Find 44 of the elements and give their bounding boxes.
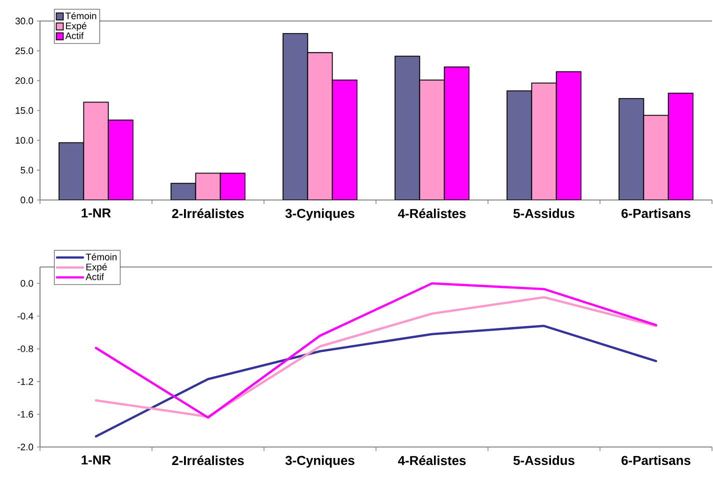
legend-label: Expé	[66, 22, 86, 32]
y-tick-label: 25.0	[16, 47, 34, 54]
line-series	[94, 324, 658, 438]
bar	[58, 142, 84, 200]
y-tick-label: 0.0	[20, 280, 34, 287]
x-tick-label: 6-Partisans	[622, 208, 690, 218]
x-tick-label: 2-Irréalistes	[172, 456, 244, 466]
x-tick-label: 3-Cyniques	[285, 456, 354, 468]
bar	[220, 172, 246, 200]
bar	[618, 98, 644, 200]
y-tick-label: 10.0	[16, 136, 34, 144]
legend-label: Témoin	[86, 253, 117, 260]
bar	[394, 56, 420, 200]
y-tick-label: -1.6	[18, 410, 34, 418]
legend-label: Témoin	[65, 12, 96, 20]
bar	[282, 33, 308, 200]
x-tick-label: 3-Cyniques	[285, 208, 354, 221]
legend-label: Expé	[86, 263, 107, 272]
y-tick-label: -1.2	[18, 378, 34, 385]
bar	[444, 66, 470, 200]
x-tick-label: 1-NR	[82, 456, 111, 464]
x-tick-label: 5-Assidus	[513, 208, 574, 218]
y-tick-label: 5.0	[20, 166, 34, 174]
x-tick-label: 5-Assidus	[513, 456, 574, 466]
y-tick-label: -2.0	[18, 444, 34, 450]
x-tick-label: 6-Partisans	[622, 456, 690, 466]
y-tick-label: 15.0	[16, 107, 34, 114]
x-tick-label: 2-Irréalistes	[172, 208, 244, 218]
bar	[108, 120, 134, 200]
bar	[506, 90, 532, 200]
y-tick-label: -0.8	[18, 345, 34, 352]
bar	[332, 80, 358, 200]
bar	[170, 182, 196, 200]
legend-label: Actif	[86, 273, 104, 280]
legend-label: Actif	[65, 32, 84, 40]
x-tick-label: 4-Réalistes	[398, 456, 466, 466]
bar	[668, 92, 694, 200]
y-tick-label: 20.0	[16, 77, 34, 84]
x-tick-label: 1-NR	[82, 208, 111, 218]
y-tick-label: -0.4	[18, 312, 34, 320]
bar	[556, 71, 582, 200]
x-tick-label: 4-Réalistes	[398, 208, 466, 218]
y-tick-label: 30.0	[15, 18, 34, 24]
y-tick-label: 0.0	[20, 196, 34, 204]
